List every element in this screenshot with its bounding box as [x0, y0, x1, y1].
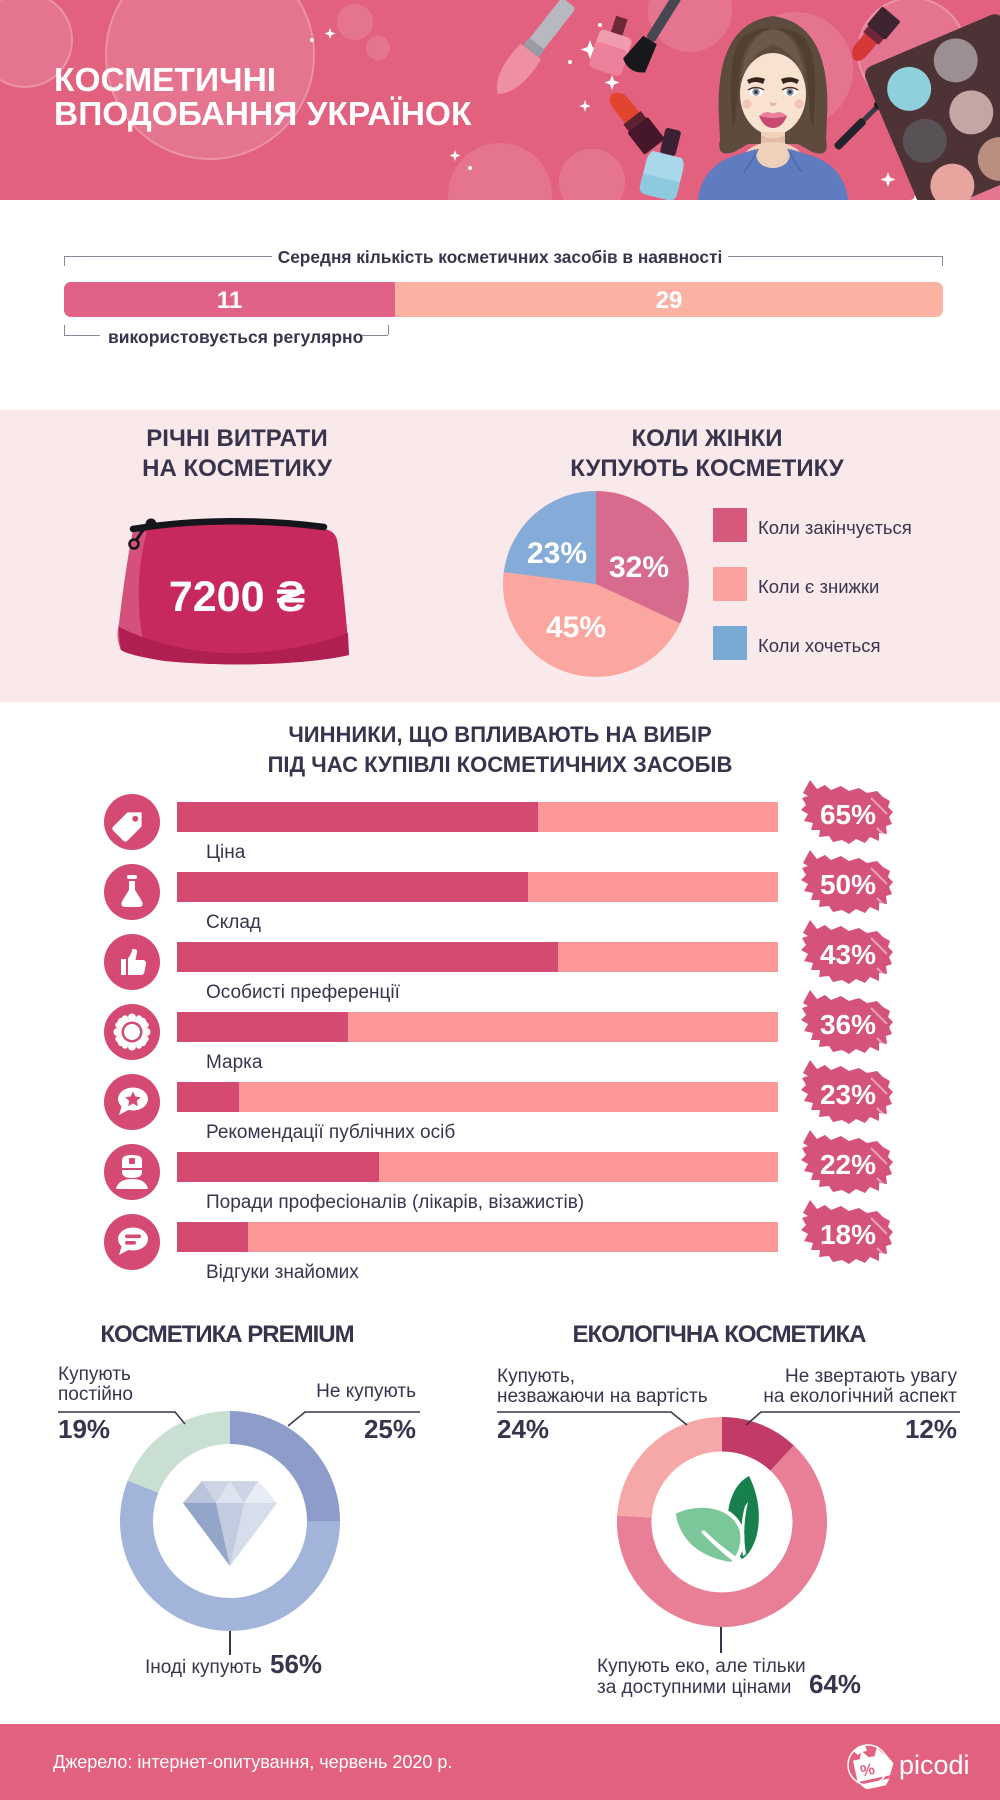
svg-text:23%: 23% [820, 1079, 876, 1110]
svg-text:50%: 50% [820, 869, 876, 900]
svg-text:picodi: picodi [899, 1750, 970, 1780]
svg-text:45%: 45% [546, 611, 606, 644]
svg-text:36%: 36% [820, 1009, 876, 1040]
svg-text:18%: 18% [820, 1219, 876, 1250]
svg-text:43%: 43% [820, 939, 876, 970]
svg-text:%: % [859, 1761, 876, 1781]
svg-text:65%: 65% [820, 799, 876, 830]
svg-text:23%: 23% [527, 537, 587, 570]
svg-text:22%: 22% [820, 1149, 876, 1180]
svg-text:32%: 32% [609, 551, 669, 584]
